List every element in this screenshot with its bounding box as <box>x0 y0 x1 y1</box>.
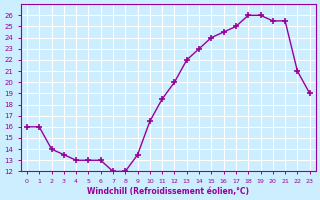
X-axis label: Windchill (Refroidissement éolien,°C): Windchill (Refroidissement éolien,°C) <box>87 187 249 196</box>
